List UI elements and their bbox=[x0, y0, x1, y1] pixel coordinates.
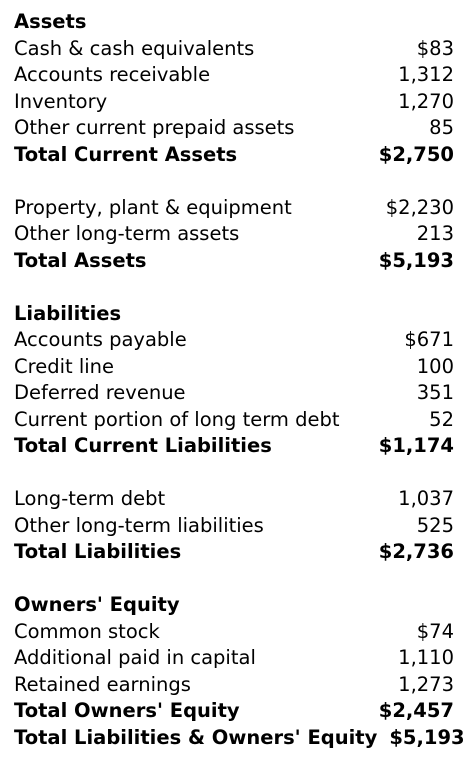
grand-total-row: Total Liabilities & Owners' Equity $5,19… bbox=[14, 725, 465, 752]
line-item-label: Other long-term liabilities bbox=[14, 513, 264, 537]
line-item-value: 1,273 bbox=[398, 672, 454, 696]
line-item-value: 52 bbox=[429, 407, 454, 431]
section-spacer bbox=[14, 274, 454, 301]
line-item-label: Deferred revenue bbox=[14, 381, 186, 404]
line-item-label: Retained earnings bbox=[14, 672, 191, 696]
line-item-row: Accounts payable $671 bbox=[14, 327, 454, 354]
total-assets-row: Total Assets $5,193 bbox=[14, 248, 454, 275]
line-item-label: Accounts receivable bbox=[14, 63, 211, 86]
total-label: Total Assets bbox=[14, 248, 147, 272]
line-item-label: Other long-term assets bbox=[14, 222, 240, 245]
line-item-row: Inventory 1,270 bbox=[14, 89, 454, 116]
line-item-row: Accounts receivable 1,312 bbox=[14, 62, 454, 89]
line-item-row: Property, plant & equipment $2,230 bbox=[14, 195, 454, 222]
line-item-row: Current portion of long term debt 52 bbox=[14, 407, 454, 434]
total-current-liabilities-row: Total Current Liabilities $1,174 bbox=[14, 433, 454, 460]
total-label: Total Current Liabilities bbox=[14, 434, 272, 457]
line-item-value: 213 bbox=[416, 222, 454, 245]
line-item-label: Long-term debt bbox=[14, 487, 166, 510]
total-value: $2,457 bbox=[378, 699, 454, 722]
line-item-label: Other current prepaid assets bbox=[14, 116, 295, 139]
total-label: Total Liabilities bbox=[14, 540, 182, 563]
line-item-label: Additional paid in capital bbox=[14, 646, 256, 669]
total-owners-equity-row: Total Owners' Equity $2,457 bbox=[14, 698, 454, 725]
line-item-label: Common stock bbox=[14, 619, 160, 643]
equity-heading: Owners' Equity bbox=[14, 593, 180, 616]
liabilities-heading: Liabilities bbox=[14, 301, 122, 325]
line-item-value: $83 bbox=[416, 36, 454, 60]
line-item-value: 100 bbox=[416, 354, 454, 378]
line-item-label: Property, plant & equipment bbox=[14, 195, 292, 219]
line-item-value: 1,312 bbox=[398, 63, 454, 86]
line-item-label: Credit line bbox=[14, 354, 115, 378]
line-item-value: 525 bbox=[416, 513, 454, 537]
line-item-row: Deferred revenue 351 bbox=[14, 380, 454, 407]
grand-total-label: Total Liabilities & Owners' Equity bbox=[14, 725, 378, 749]
line-item-row: Common stock $74 bbox=[14, 619, 454, 646]
line-item-row: Cash & cash equivalents $83 bbox=[14, 36, 454, 63]
line-item-row: Other current prepaid assets 85 bbox=[14, 115, 454, 142]
line-item-row: Additional paid in capital 1,110 bbox=[14, 645, 454, 672]
line-item-row: Other long-term assets 213 bbox=[14, 221, 454, 248]
total-value: $2,750 bbox=[378, 142, 454, 166]
line-item-value: $2,230 bbox=[385, 195, 454, 219]
line-item-row: Retained earnings 1,273 bbox=[14, 672, 454, 699]
line-item-row: Long-term debt 1,037 bbox=[14, 486, 454, 513]
line-item-value: 351 bbox=[416, 381, 454, 404]
section-spacer bbox=[14, 566, 454, 593]
total-label: Total Owners' Equity bbox=[14, 699, 240, 722]
line-item-label: Inventory bbox=[14, 89, 108, 113]
assets-heading: Assets bbox=[14, 10, 87, 33]
line-item-label: Accounts payable bbox=[14, 328, 187, 351]
line-item-label: Current portion of long term debt bbox=[14, 407, 340, 431]
line-item-value: $671 bbox=[404, 328, 454, 351]
total-value: $5,193 bbox=[378, 248, 454, 272]
total-label: Total Current Assets bbox=[14, 142, 238, 166]
line-item-row: Credit line 100 bbox=[14, 354, 454, 381]
line-item-label: Cash & cash equivalents bbox=[14, 36, 255, 60]
section-spacer bbox=[14, 168, 454, 195]
total-liabilities-row: Total Liabilities $2,736 bbox=[14, 539, 454, 566]
line-item-value: $74 bbox=[416, 619, 454, 643]
total-value: $2,736 bbox=[378, 540, 454, 563]
grand-total-value: $5,193 bbox=[389, 725, 465, 749]
line-item-value: 1,270 bbox=[398, 89, 454, 113]
line-item-value: 1,037 bbox=[398, 487, 454, 510]
line-item-value: 1,110 bbox=[398, 646, 454, 669]
line-item-row: Other long-term liabilities 525 bbox=[14, 513, 454, 540]
total-value: $1,174 bbox=[378, 434, 454, 457]
section-spacer bbox=[14, 460, 454, 487]
total-current-assets-row: Total Current Assets $2,750 bbox=[14, 142, 454, 169]
line-item-value: 85 bbox=[429, 116, 454, 139]
